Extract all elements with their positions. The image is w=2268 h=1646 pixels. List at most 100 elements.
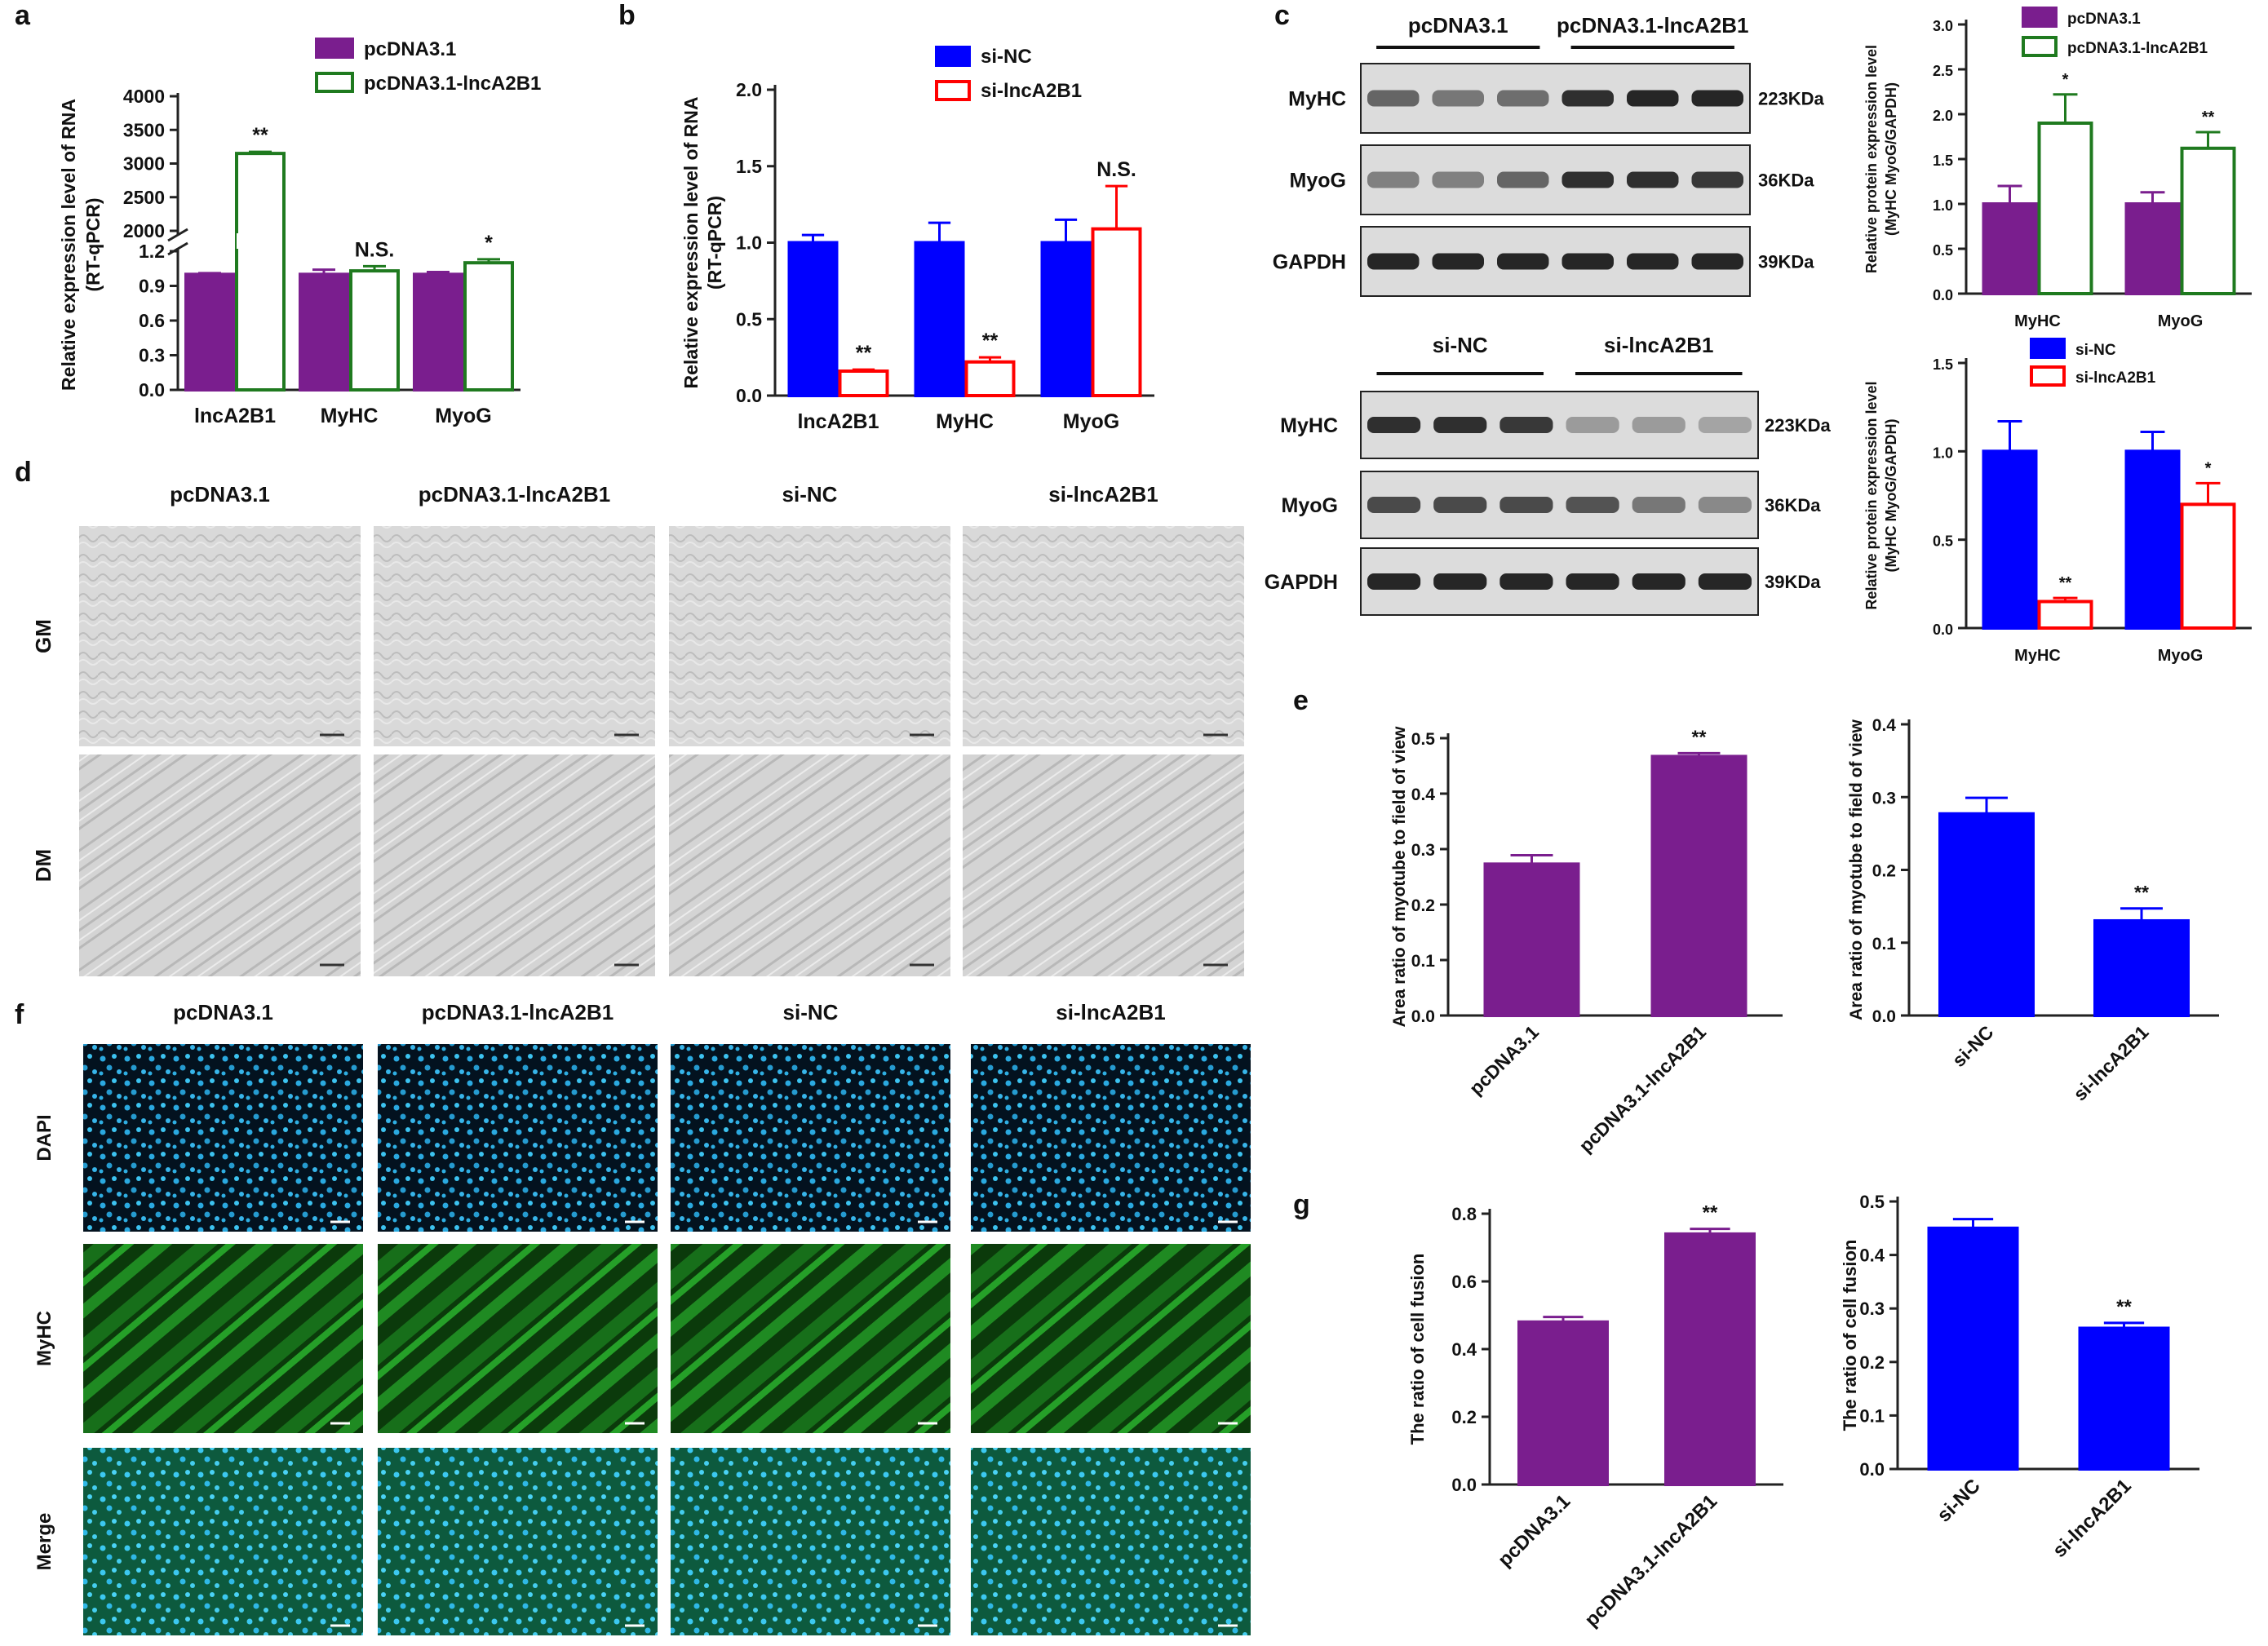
bar-si-NC-0: [1938, 812, 2035, 1018]
y-tick-label: 2000: [123, 220, 165, 241]
x-tick-label: si-lncA2B1: [2049, 1475, 2136, 1562]
y-tick-label: 0.0: [1872, 1007, 1896, 1026]
x-tick-label: MyHC: [2014, 647, 2061, 665]
significance-label: N.S.: [355, 238, 395, 261]
y-axis-label: The ratio of cell fusion: [1407, 1254, 1428, 1445]
panel-letters-layer: a b c d e f g: [15, 0, 1310, 1220]
blot-band: [1367, 90, 1420, 107]
y-tick-label: 0.6: [139, 310, 165, 331]
blot-band: [1432, 253, 1484, 270]
axis-break: [167, 228, 188, 242]
column-header: pcDNA3.1-lncA2B1: [419, 482, 611, 507]
y-tick-label: 1.0: [1933, 445, 1953, 461]
bar-lncA2B1-1: [838, 369, 889, 397]
y-tick-label: 0.0: [1933, 622, 1953, 638]
y-tick-label: 1.0: [736, 232, 762, 254]
y-tick-label: 0.2: [1451, 1407, 1477, 1427]
blot-band: [1691, 171, 1743, 188]
legend-label: pcDNA3.1-lncA2B1: [2067, 40, 2208, 57]
legend-label: si-NC: [981, 46, 1032, 68]
fluorescence-Merge-1: [378, 1448, 658, 1635]
panel-d: pcDNA3.1 pcDNA3.1-lncA2B1 si-NC si-lncA2B1 G…: [31, 482, 1244, 976]
chart-c2: 0.0 0.5 1.0 1.5 Relative protein expression …: [1863, 338, 2252, 665]
micrograph-GM-0: [79, 526, 361, 746]
significance-label: **: [2134, 882, 2149, 903]
legend-swatch: [315, 72, 354, 93]
blot-band: [1367, 253, 1420, 270]
x-tick-label: MyHC: [2014, 312, 2061, 330]
blot-band: [1561, 253, 1614, 270]
blot-band: [1499, 497, 1553, 513]
chart-c1: 0.0 0.5 1.0 1.5 2.0 2.5 3.0 Relative protein ex…: [1863, 7, 2252, 330]
y-tick-label: 0.3: [1411, 841, 1435, 860]
significance-label: **: [982, 330, 999, 352]
y-axis-label: Relative protein expression level: [1863, 381, 1880, 609]
significance-label: N.S.: [1096, 158, 1136, 181]
y-tick-label: 0.5: [1411, 730, 1436, 749]
blot-row-label: MyoG: [1282, 494, 1338, 517]
blot-size-label: 223KDa: [1765, 415, 1831, 436]
y-axis-label: (MyHC MyoG/GAPDH): [1883, 82, 1899, 236]
legend-swatch: [2030, 365, 2066, 387]
x-tick-label: pcDNA3.1-lncA2B1: [1580, 1490, 1721, 1631]
y-tick-label: 0.5: [1933, 533, 1953, 550]
y-axis-label: Relative expression level of RNA: [58, 99, 79, 391]
blot-band: [1691, 90, 1743, 107]
blot-band: [1566, 417, 1619, 433]
blot-band: [1627, 90, 1679, 107]
panel-f: pcDNA3.1 pcDNA3.1-lncA2B1 si-NC si-lncA2B1 D…: [33, 1000, 1251, 1635]
x-tick-label: pcDNA3.1-lncA2B1: [1575, 1021, 1710, 1157]
y-tick-label: 3.0: [1933, 18, 1953, 34]
blot-band: [1561, 171, 1614, 188]
y-tick-label: 2.0: [1933, 108, 1953, 124]
blot-group-label: si-lncA2B1: [1604, 333, 1713, 357]
bar-pcDNA3.1-0: [1483, 862, 1580, 1017]
bar-pcDNA3.1-lncA2B1-0: [1650, 754, 1748, 1017]
row-label: DAPI: [33, 1114, 55, 1161]
significance-label: **: [252, 124, 268, 147]
x-tick-label: si-lncA2B1: [2069, 1021, 2153, 1105]
significance-label: **: [856, 342, 872, 365]
y-tick-label: 0.1: [1411, 952, 1436, 971]
significance-label: *: [2205, 459, 2212, 477]
fluorescence-DAPI-3: [971, 1044, 1251, 1232]
bar-MyoG-0: [413, 272, 463, 392]
bar-si-lncA2B1-0: [2078, 1326, 2170, 1471]
y-tick-label: 0.0: [139, 379, 165, 400]
significance-label: *: [485, 232, 493, 254]
x-tick-label: si-NC: [1933, 1475, 1984, 1526]
y-tick-label: 1.5: [1933, 153, 1953, 169]
y-tick-label: 0.5: [1859, 1192, 1885, 1212]
blot-band: [1627, 253, 1679, 270]
bar-pcDNA3.1-0: [1517, 1320, 1609, 1487]
blot-band: [1367, 497, 1421, 513]
blot-size-label: 36KDa: [1765, 495, 1821, 515]
blot-band: [1566, 497, 1619, 513]
y-axis-label: The ratio of cell fusion: [1840, 1240, 1860, 1431]
blot-size-label: 39KDa: [1765, 572, 1821, 592]
y-tick-label: 0.1: [1859, 1405, 1885, 1426]
x-tick-label: lncA2B1: [797, 410, 879, 433]
blot-band: [1497, 90, 1549, 107]
bar-MyoG-1: [1091, 227, 1142, 397]
column-header: si-NC: [783, 1000, 839, 1024]
bar-MyHC-1: [964, 360, 1016, 397]
legend-label: pcDNA3.1: [2067, 11, 2141, 28]
blot-band: [1367, 171, 1420, 188]
significance-label: **: [2116, 1296, 2132, 1318]
fluorescence-Merge-3: [971, 1448, 1251, 1635]
blot-group-label: pcDNA3.1-lncA2B1: [1557, 13, 1749, 38]
bar-MyoG-1: [2180, 502, 2236, 630]
blot-strip-MyoG: [1360, 144, 1751, 215]
bar-MyoG-0: [1040, 241, 1092, 397]
blot-strip-GAPDH: [1360, 547, 1759, 616]
bar-pcDNA3.1-lncA2B1-0: [1664, 1232, 1756, 1487]
fluorescence-DAPI-2: [671, 1044, 950, 1232]
blot-group-label: si-NC: [1433, 333, 1488, 357]
blot-band: [1433, 417, 1487, 433]
legend-label: pcDNA3.1-lncA2B1: [364, 73, 541, 95]
bar-break-gap: [237, 233, 282, 249]
panel-letter-f: f: [15, 999, 24, 1030]
fluorescence-MyHC-3: [971, 1244, 1251, 1433]
blot-band: [1627, 171, 1679, 188]
